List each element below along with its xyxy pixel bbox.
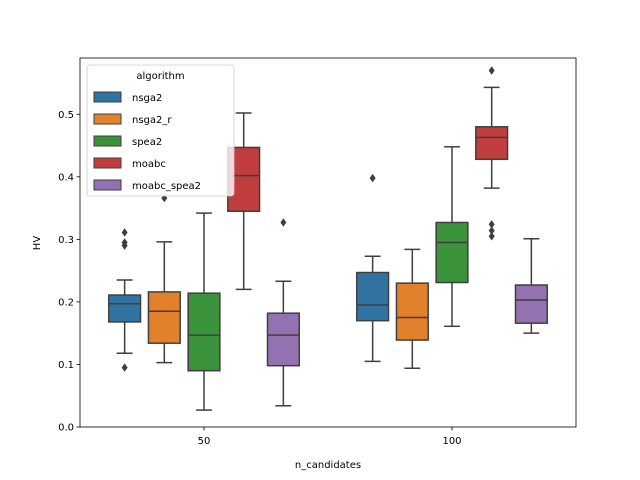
legend-swatch-nsga2_r [93, 113, 122, 125]
box-iqr [147, 291, 181, 344]
legend-swatch-nsga2 [93, 91, 122, 103]
outlier-point [488, 220, 495, 229]
box-nsga2_r-100 [395, 248, 429, 369]
y-tick-label: 0.2 [58, 297, 74, 308]
box-nsga2-50 [108, 228, 142, 372]
legend-title: algorithm [136, 71, 184, 82]
legend-label-nsga2_r: nsga2_r [132, 115, 172, 126]
x-tick-label: 100 [442, 436, 461, 447]
y-tick-label: 0.4 [58, 172, 74, 183]
box-iqr [395, 282, 429, 341]
box-iqr [435, 221, 469, 284]
outlier-point [488, 226, 495, 235]
legend-swatch-moabc [93, 157, 122, 169]
plot-frame [79, 57, 577, 428]
box-moabc-100 [475, 66, 509, 241]
y-tick-label: 0.5 [58, 110, 74, 121]
outlier-point [488, 232, 495, 241]
legend-label-nsga2: nsga2 [132, 93, 162, 104]
y-tick-label: 0.3 [58, 235, 74, 246]
legend-label-moabc: moabc [132, 159, 166, 170]
box-nsga2-100 [356, 173, 390, 363]
axes: 0.0 0.1 0.2 0.3 0.4 0.5 50 100 [58, 57, 577, 447]
y-tick-label: 0.0 [58, 423, 74, 434]
x-axis-label: n_candidates [295, 460, 361, 471]
y-axis-label: HV [32, 236, 43, 251]
legend-swatch-moabc_spea2 [93, 179, 122, 191]
outlier-point [280, 218, 287, 227]
legend-frame [86, 64, 235, 197]
y-tick-label: 0.1 [58, 360, 74, 371]
box-iqr [356, 271, 390, 322]
box-moabc_spea2-100 [514, 237, 548, 334]
box-iqr [514, 284, 548, 324]
legend-swatch-spea2 [93, 135, 122, 147]
plot-area [108, 66, 548, 411]
outlier-point [121, 228, 128, 237]
box-moabc_spea2-50 [266, 218, 300, 407]
legend-label-moabc_spea2: moabc_spea2 [132, 181, 201, 192]
legend-label-spea2: spea2 [132, 137, 162, 148]
box-iqr [108, 294, 142, 323]
outlier-point [121, 241, 128, 250]
box-iqr [187, 292, 221, 372]
box-spea2-50 [187, 212, 221, 411]
outlier-point [369, 173, 376, 183]
legend: algorithm nsga2 nsga2_r spea2 moabc moabc_spe… [86, 64, 235, 197]
box-spea2-100 [435, 146, 469, 328]
box-nsga2_r-50 [147, 193, 181, 364]
outlier-point [488, 66, 495, 75]
x-tick-label: 50 [198, 436, 211, 447]
outlier-point [121, 363, 128, 372]
box-iqr [475, 126, 509, 161]
box-iqr [266, 312, 300, 367]
box-moabc-50 [227, 112, 261, 291]
